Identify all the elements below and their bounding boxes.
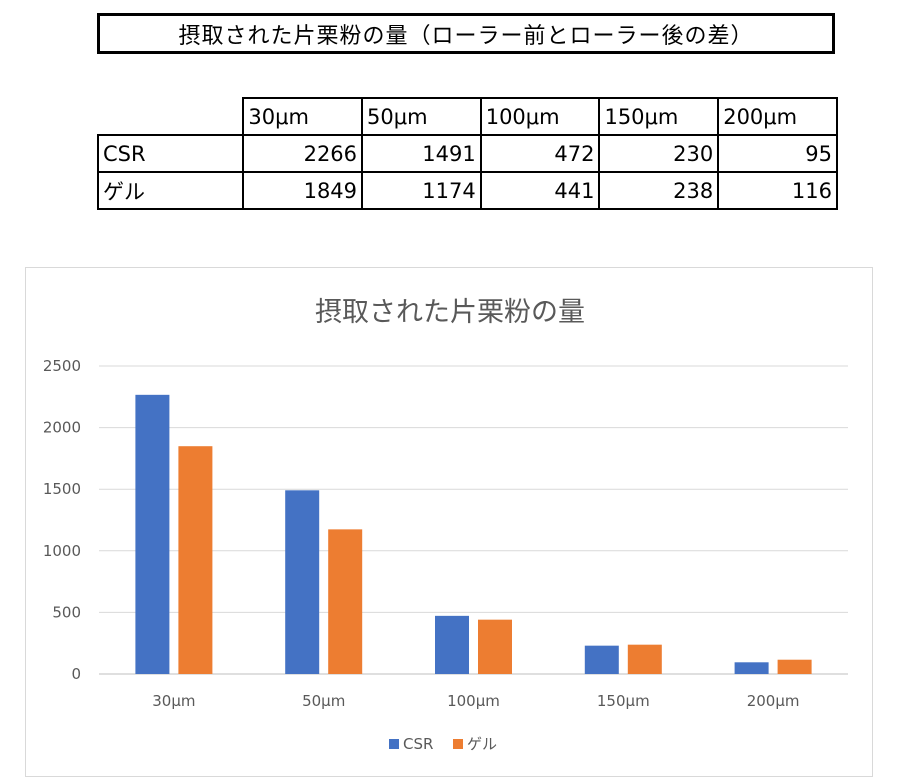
table-header-row: 30μm 50μm 100μm 150μm 200μm <box>98 97 838 136</box>
data-table: 30μm 50μm 100μm 150μm 200μm CSR 2266 149… <box>96 97 838 210</box>
legend-label-gel: ゲル <box>467 735 497 753</box>
table-cell: 1174 <box>361 171 482 210</box>
y-tick-label: 0 <box>71 665 81 683</box>
bar-chart: 摂取された片栗粉の量 0 500 1000 1500 2000 2500 30μm 50μm 1… <box>43 297 848 753</box>
table-header-cell: 150μm <box>598 97 720 136</box>
x-tick-label: 200μm <box>747 692 800 710</box>
y-tick-label: 1000 <box>43 542 81 560</box>
table-cell: 1491 <box>361 134 482 173</box>
table-corner-cell <box>98 98 245 136</box>
x-tick-label: 150μm <box>597 692 650 710</box>
table-row: CSR 2266 1491 472 230 95 <box>96 134 838 173</box>
y-tick-label: 2000 <box>43 419 81 437</box>
bar-csr <box>435 615 469 674</box>
legend-swatch-csr <box>389 739 399 749</box>
bar-gel <box>478 619 512 674</box>
table-header-cell: 50μm <box>361 97 482 136</box>
legend-label-csr: CSR <box>403 735 433 753</box>
row-label: ゲル <box>96 171 245 210</box>
table-row: ゲル 1849 1174 441 238 116 <box>96 171 838 210</box>
table-header-cell: 100μm <box>479 97 601 136</box>
table-cell: 2266 <box>242 134 364 173</box>
y-tick-label: 1500 <box>43 480 81 498</box>
legend-swatch-gel <box>453 739 463 749</box>
table-header-cell: 200μm <box>717 97 838 136</box>
y-tick-label: 500 <box>52 603 81 621</box>
table-cell: 95 <box>717 134 838 173</box>
table-cell: 238 <box>598 171 720 210</box>
table-cell: 230 <box>598 134 720 173</box>
table-cell: 472 <box>479 134 601 173</box>
table-cell: 1849 <box>242 171 364 210</box>
table-cell: 441 <box>479 171 601 210</box>
bar-gel <box>178 446 213 674</box>
x-tick-label: 100μm <box>447 692 500 710</box>
chart-title: 摂取された片栗粉の量 <box>315 297 585 328</box>
x-tick-label: 50μm <box>302 692 345 710</box>
bar-csr <box>584 645 619 674</box>
row-label: CSR <box>96 134 245 173</box>
table-header-cell: 30μm <box>242 97 364 136</box>
bar-gel <box>627 644 662 674</box>
bar-gel <box>328 529 363 674</box>
x-tick-label: 30μm <box>152 692 195 710</box>
y-tick-label: 2500 <box>43 357 81 375</box>
table-heading: 摂取された片栗粉の量（ローラー前とローラー後の差） <box>97 13 835 54</box>
bar-gel <box>777 659 812 674</box>
table-cell: 116 <box>717 171 838 210</box>
bar-csr <box>734 662 769 674</box>
chart-frame: 摂取された片栗粉の量 0 500 1000 1500 2000 2500 30μm 50μm 1… <box>25 267 873 777</box>
bar-csr <box>285 490 320 674</box>
bar-csr <box>135 394 170 674</box>
